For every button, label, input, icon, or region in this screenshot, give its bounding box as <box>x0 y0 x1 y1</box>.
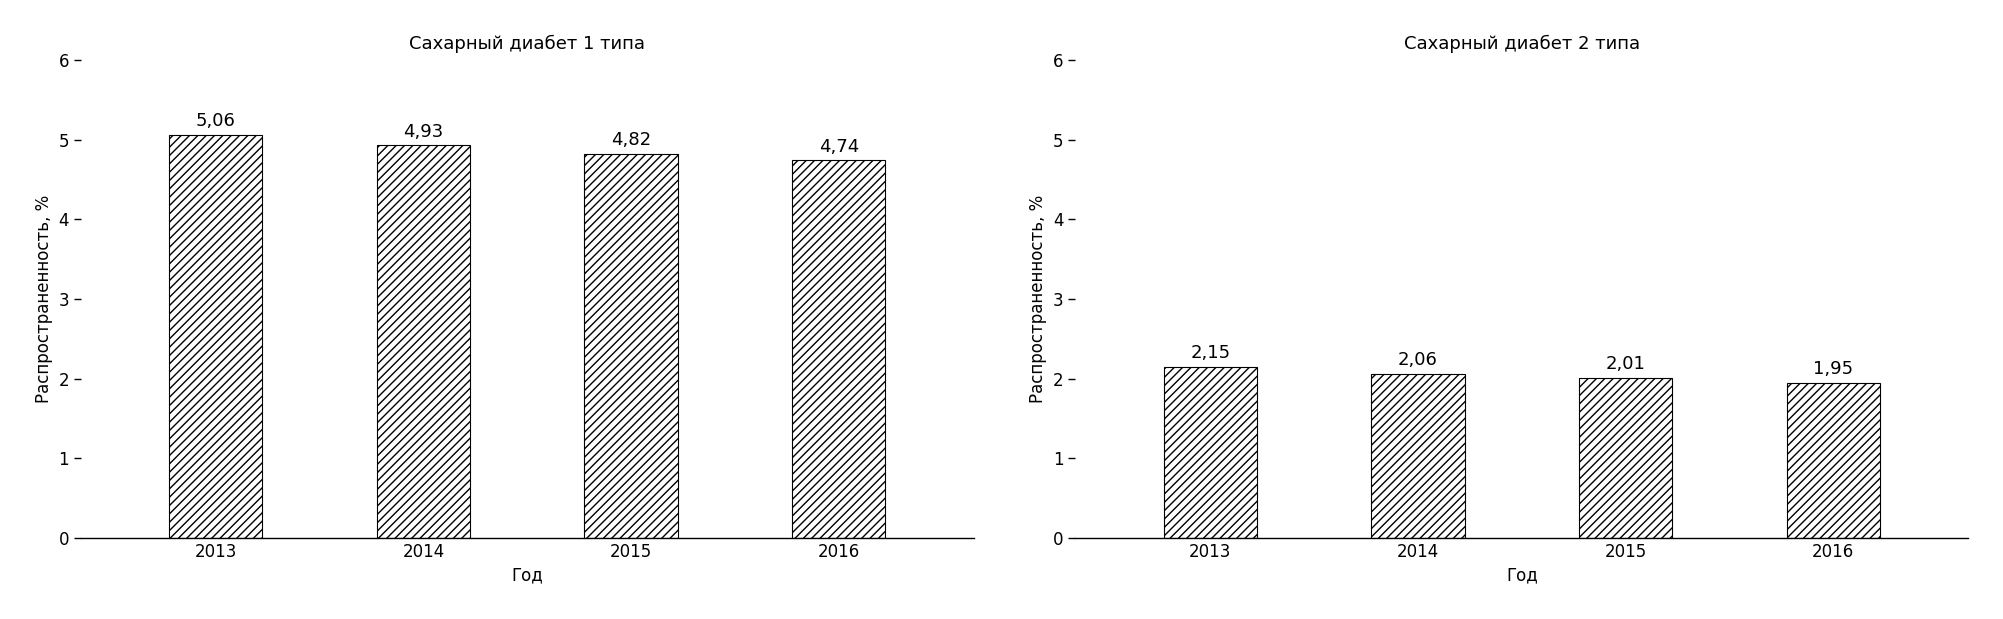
Bar <box>168 135 262 538</box>
X-axis label: Год: Год <box>511 566 543 584</box>
Bar <box>1578 378 1673 538</box>
X-axis label: Год: Год <box>1506 566 1538 584</box>
Text: 5,06: 5,06 <box>196 112 236 130</box>
Bar <box>1787 383 1881 538</box>
Y-axis label: Распространенность, %: Распространенность, % <box>1030 195 1048 403</box>
Bar <box>791 160 885 538</box>
Text: 1,95: 1,95 <box>1813 360 1853 378</box>
Title: Сахарный диабет 2 типа: Сахарный диабет 2 типа <box>1404 35 1640 53</box>
Title: Сахарный диабет 1 типа: Сахарный диабет 1 типа <box>409 35 645 53</box>
Text: 4,82: 4,82 <box>611 131 651 149</box>
Bar <box>377 145 471 538</box>
Text: 2,06: 2,06 <box>1398 351 1438 369</box>
Text: 4,74: 4,74 <box>819 137 859 155</box>
Bar <box>1164 366 1258 538</box>
Text: 2,01: 2,01 <box>1606 355 1646 373</box>
Bar <box>1372 374 1464 538</box>
Text: 2,15: 2,15 <box>1190 344 1230 362</box>
Bar <box>585 154 677 538</box>
Text: 4,93: 4,93 <box>403 123 443 141</box>
Y-axis label: Распространенность, %: Распространенность, % <box>34 195 52 403</box>
